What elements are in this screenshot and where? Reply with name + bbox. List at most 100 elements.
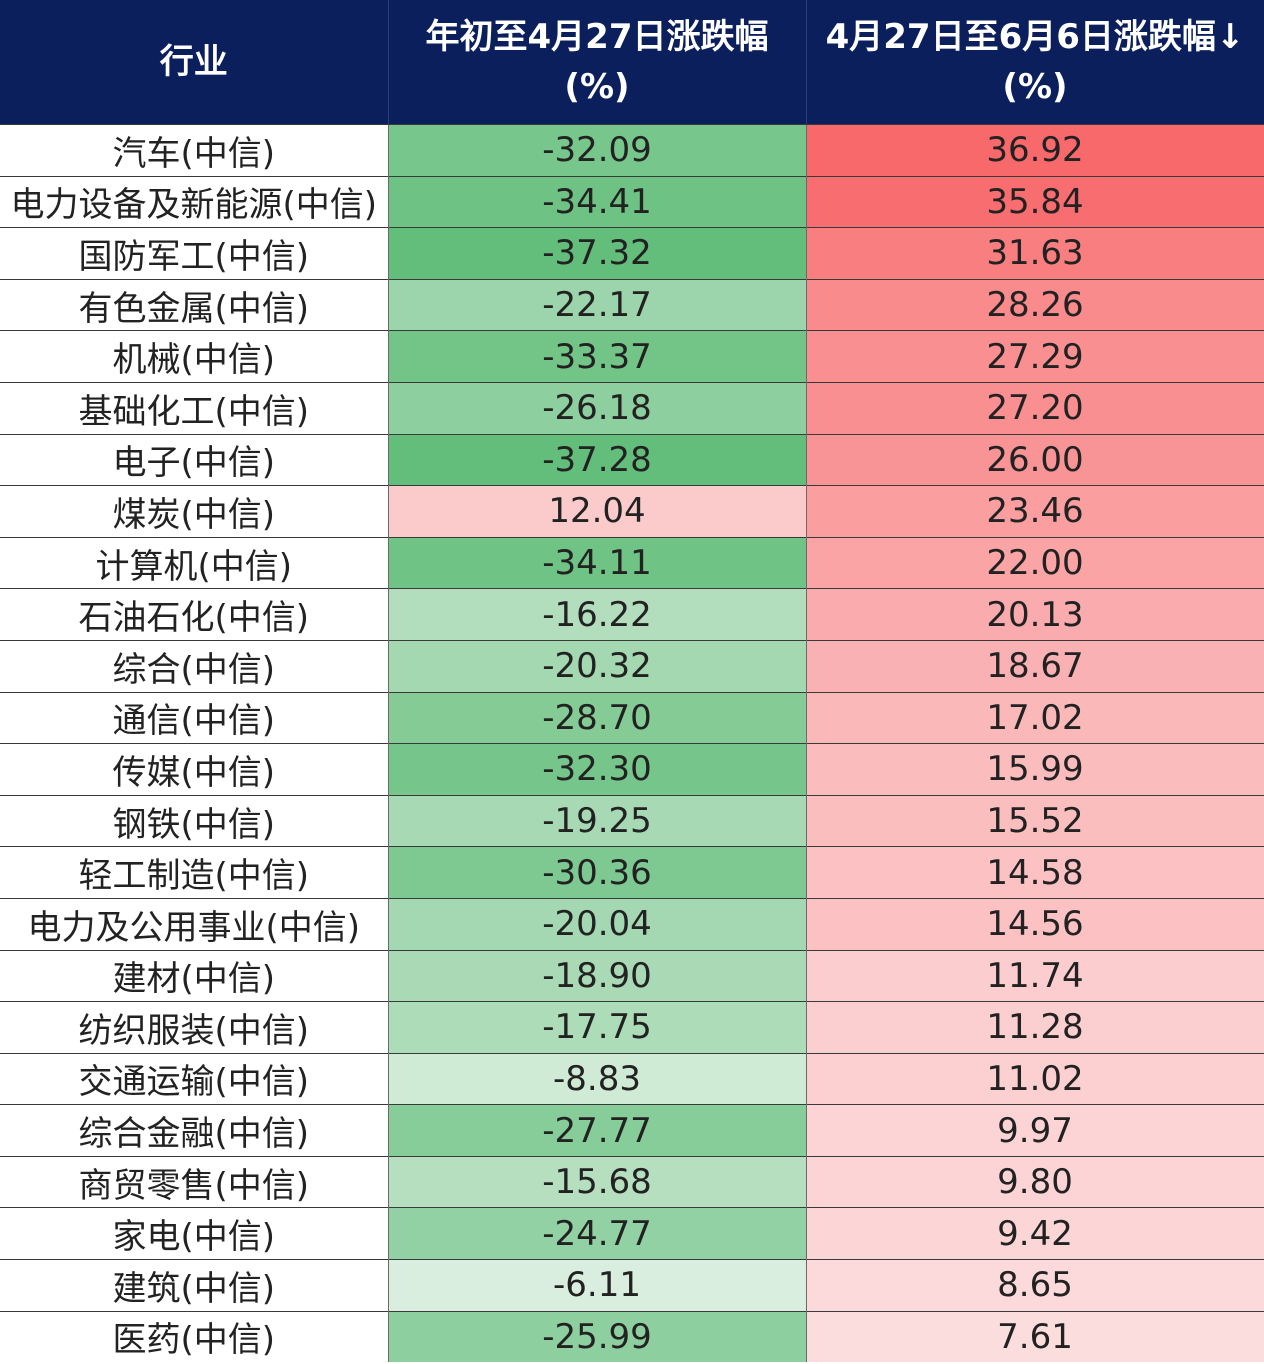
value-cell: 35.84 — [806, 175, 1264, 228]
table-row: 轻工制造(中信) -30.36 14.58 — [0, 846, 1264, 899]
industry-cell: 钢铁(中信) — [0, 794, 389, 847]
industry-cell: 电力及公用事业(中信) — [0, 897, 389, 950]
value-cell: 8.65 — [806, 1259, 1264, 1312]
value-cell: 27.29 — [806, 330, 1264, 383]
value-cell: -32.30 — [388, 743, 807, 796]
industry-cell: 商贸零售(中信) — [0, 1155, 389, 1208]
table-row: 商贸零售(中信) -15.68 9.80 — [0, 1155, 1264, 1208]
table-row: 传媒(中信) -32.30 15.99 — [0, 743, 1264, 796]
industry-cell: 基础化工(中信) — [0, 381, 389, 435]
table-row: 电力及公用事业(中信) -20.04 14.56 — [0, 897, 1264, 950]
value-cell: 36.92 — [806, 124, 1264, 177]
industry-cell: 电子(中信) — [0, 433, 389, 486]
industry-cell: 建材(中信) — [0, 949, 389, 1002]
industry-cell: 机械(中信) — [0, 330, 389, 383]
table-row: 家电(中信) -24.77 9.42 — [0, 1207, 1264, 1260]
industry-cell: 建筑(中信) — [0, 1259, 389, 1312]
table-row: 交通运输(中信) -8.83 11.02 — [0, 1052, 1264, 1105]
header-text: (%) — [1002, 67, 1068, 107]
industry-cell: 轻工制造(中信) — [0, 846, 389, 899]
header-text: 4月27日至6月6日涨跌幅↓ — [825, 17, 1245, 57]
header-row: 行业 年初至4月27日涨跌幅 (%) 4月27日至6月6日涨跌幅↓ (%) — [0, 0, 1264, 125]
industry-cell: 通信(中信) — [0, 691, 389, 744]
table-row: 电力设备及新能源(中信) -34.41 35.84 — [0, 175, 1264, 228]
table-row: 计算机(中信) -34.11 22.00 — [0, 536, 1264, 589]
header-text: 年初至4月27日涨跌幅 — [425, 17, 769, 57]
value-cell: 15.52 — [806, 794, 1264, 847]
value-cell: -16.22 — [388, 588, 807, 641]
table-row: 纺织服装(中信) -17.75 11.28 — [0, 1001, 1264, 1054]
table-row: 基础化工(中信) -26.18 27.20 — [0, 381, 1264, 435]
value-cell: -6.11 — [388, 1259, 807, 1312]
value-cell: 15.99 — [806, 743, 1264, 796]
value-cell: -25.99 — [388, 1310, 807, 1363]
value-cell: -8.83 — [388, 1052, 807, 1105]
value-cell: 14.58 — [806, 846, 1264, 899]
value-cell: 7.61 — [806, 1310, 1264, 1363]
value-cell: 17.02 — [806, 691, 1264, 744]
header-cell: 年初至4月27日涨跌幅 (%) — [388, 0, 807, 125]
table-row: 石油石化(中信) -16.22 20.13 — [0, 588, 1264, 641]
industry-cell: 汽车(中信) — [0, 124, 389, 177]
industry-cell: 综合金融(中信) — [0, 1104, 389, 1157]
value-cell: 11.28 — [806, 1001, 1264, 1054]
header-cell: 4月27日至6月6日涨跌幅↓ (%) — [806, 0, 1264, 125]
value-cell: -34.41 — [388, 175, 807, 228]
industry-cell: 家电(中信) — [0, 1207, 389, 1260]
value-cell: -33.37 — [388, 330, 807, 383]
industry-cell: 传媒(中信) — [0, 743, 389, 796]
table-row: 电子(中信) -37.28 26.00 — [0, 433, 1264, 486]
value-cell: -27.77 — [388, 1104, 807, 1157]
table-row: 综合金融(中信) -27.77 9.97 — [0, 1104, 1264, 1157]
table-row: 有色金属(中信) -22.17 28.26 — [0, 278, 1264, 331]
value-cell: -30.36 — [388, 846, 807, 899]
industry-cell: 纺织服装(中信) — [0, 1001, 389, 1054]
value-cell: -20.32 — [388, 639, 807, 693]
table-row: 通信(中信) -28.70 17.02 — [0, 691, 1264, 744]
value-cell: -15.68 — [388, 1155, 807, 1208]
value-cell: -34.11 — [388, 536, 807, 589]
value-cell: 20.13 — [806, 588, 1264, 641]
value-cell: 23.46 — [806, 485, 1264, 538]
value-cell: -22.17 — [388, 278, 807, 331]
industry-cell: 医药(中信) — [0, 1310, 389, 1363]
header-text: (%) — [564, 67, 630, 107]
value-cell: 26.00 — [806, 433, 1264, 486]
table-body: 汽车(中信) -32.09 36.92 电力设备及新能源(中信) -34.41 35.84… — [0, 124, 1264, 1363]
value-cell: -37.32 — [388, 227, 807, 280]
industry-cell: 国防军工(中信) — [0, 227, 389, 280]
value-cell: -24.77 — [388, 1207, 807, 1260]
value-cell: -28.70 — [388, 691, 807, 744]
industry-cell: 煤炭(中信) — [0, 485, 389, 538]
table-row: 建材(中信) -18.90 11.74 — [0, 949, 1264, 1002]
value-cell: 9.97 — [806, 1104, 1264, 1157]
value-cell: 31.63 — [806, 227, 1264, 280]
value-cell: 14.56 — [806, 897, 1264, 950]
industry-cell: 综合(中信) — [0, 639, 389, 693]
value-cell: 9.80 — [806, 1155, 1264, 1208]
value-cell: -18.90 — [388, 949, 807, 1002]
table-row: 建筑(中信) -6.11 8.65 — [0, 1259, 1264, 1312]
header-cell: 行业 — [0, 0, 389, 125]
value-cell: 27.20 — [806, 381, 1264, 435]
industry-cell: 石油石化(中信) — [0, 588, 389, 641]
value-cell: 22.00 — [806, 536, 1264, 589]
table-row: 国防军工(中信) -37.32 31.63 — [0, 227, 1264, 280]
value-cell: -20.04 — [388, 897, 807, 950]
industry-cell: 电力设备及新能源(中信) — [0, 175, 389, 228]
value-cell: -37.28 — [388, 433, 807, 486]
table-row: 钢铁(中信) -19.25 15.52 — [0, 794, 1264, 847]
header-text: 行业 — [159, 42, 228, 82]
value-cell: -19.25 — [388, 794, 807, 847]
value-cell: 9.42 — [806, 1207, 1264, 1260]
value-cell: -32.09 — [388, 124, 807, 177]
value-cell: 18.67 — [806, 639, 1264, 693]
table-row: 综合(中信) -20.32 18.67 — [0, 639, 1264, 693]
industry-cell: 有色金属(中信) — [0, 278, 389, 331]
industry-cell: 交通运输(中信) — [0, 1052, 389, 1105]
value-cell: -26.18 — [388, 381, 807, 435]
table-row: 汽车(中信) -32.09 36.92 — [0, 124, 1264, 177]
value-cell: 12.04 — [388, 485, 807, 538]
value-cell: 28.26 — [806, 278, 1264, 331]
